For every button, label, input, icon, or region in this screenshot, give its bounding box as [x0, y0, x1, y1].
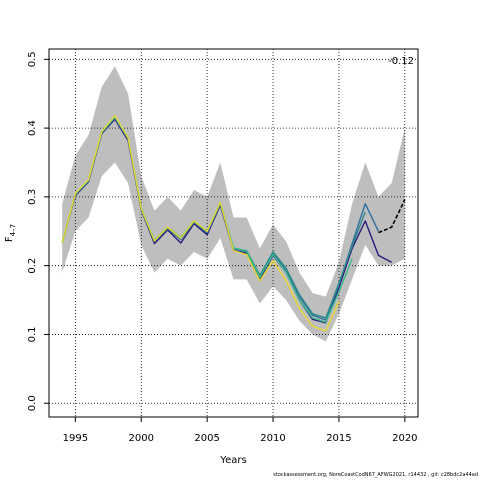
x-tick-label: 1995 — [63, 433, 88, 444]
footer-credit: stockassessment.org, NoreCoastCodN67_AFW… — [273, 472, 478, 478]
x-tick-label: 2015 — [326, 433, 351, 444]
x-tick-label: 2010 — [260, 433, 285, 444]
series-line-5 — [61, 115, 340, 332]
y-axis-title-subscript: 4–7 — [9, 224, 17, 236]
y-axis-title: F4–7 — [4, 224, 17, 242]
y-tick-label: 0.1 — [27, 327, 38, 343]
annotation-text: -0.12 — [388, 56, 414, 67]
x-tick-label: 2005 — [194, 433, 219, 444]
y-tick-label: 0.5 — [27, 51, 38, 67]
x-tick-label: 2000 — [129, 433, 154, 444]
y-axis-title-main: F — [4, 236, 15, 242]
y-tick-label: 0.0 — [27, 395, 38, 411]
y-tick-label: 0.3 — [27, 189, 38, 205]
x-axis-title: Years — [219, 455, 246, 466]
plot-frame — [48, 48, 419, 418]
axis-layer: 1995 2000 2005 2010 2015 2020 0.0 0.1 0.2 0.3 0.4 0… — [27, 51, 418, 444]
x-tick-label: 2020 — [392, 433, 417, 444]
y-tick-label: 0.4 — [27, 120, 38, 136]
series-layer — [61, 115, 406, 332]
series-line-6 — [378, 199, 406, 234]
y-tick-label: 0.2 — [27, 258, 38, 274]
